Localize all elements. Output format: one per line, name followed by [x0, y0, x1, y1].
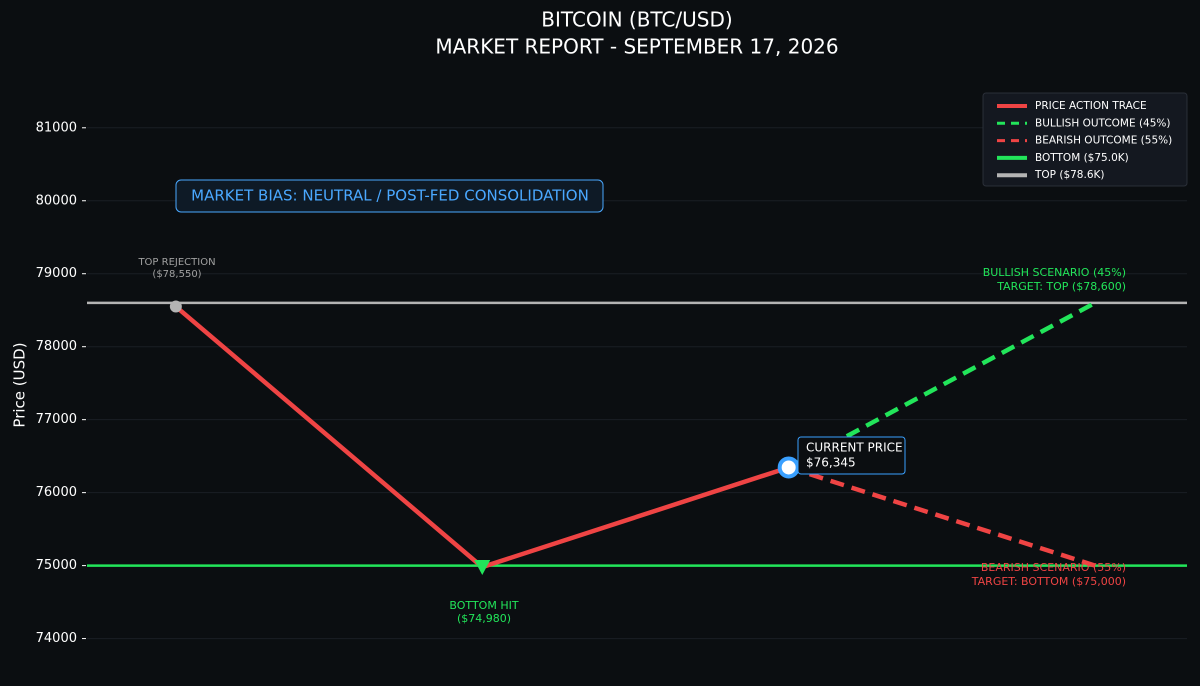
annotation: CURRENT PRICE: [806, 441, 903, 455]
annotation: MARKET BIAS: NEUTRAL / POST-FED CONSOLID…: [191, 187, 589, 205]
annotation-box: [797, 436, 906, 475]
y-tick-label: 78000: [36, 339, 77, 354]
legend-box: [982, 92, 1188, 187]
legend-label: TOP ($78.6K): [1034, 169, 1105, 181]
annotation: TARGET: BOTTOM ($75,000): [971, 575, 1126, 588]
annotation: BEARISH SCENARIO (55%): [981, 561, 1126, 574]
marker-bottom: [474, 560, 491, 576]
legend-label: PRICE ACTION TRACE: [1035, 100, 1147, 112]
annotation: ($74,980): [457, 612, 511, 625]
y-tick-label: 80000: [36, 193, 77, 208]
annotation: ($78,550): [152, 269, 201, 280]
annotation: TOP REJECTION: [137, 257, 215, 268]
y-tick-label: 76000: [36, 485, 77, 500]
series-line: [787, 465, 1096, 568]
y-tick-label: 77000: [36, 412, 77, 427]
y-tick-label: 74000: [36, 631, 77, 646]
annotation: BOTTOM HIT: [449, 599, 518, 612]
legend-label: BULLISH OUTCOME (45%): [1035, 117, 1171, 129]
y-tick-label: 79000: [36, 266, 77, 281]
legend-label: BEARISH OUTCOME (55%): [1035, 135, 1172, 147]
chart-subtitle: MARKET REPORT - SEPTEMBER 17, 2026: [435, 35, 838, 59]
y-tick-label: 75000: [36, 558, 77, 573]
marker-current: [777, 456, 800, 479]
chart-title: BITCOIN (BTC/USD): [541, 8, 732, 32]
y-tick-label: 81000: [36, 120, 77, 135]
annotation: $76,345: [806, 456, 856, 470]
annotation-box: [175, 179, 604, 213]
annotation: BULLISH SCENARIO (45%): [983, 266, 1126, 279]
marker-top: [169, 300, 182, 313]
legend-label: BOTTOM ($75.0K): [1035, 152, 1129, 164]
y-axis-label: Price (USD): [11, 342, 29, 427]
annotation: TARGET: TOP ($78,600): [996, 280, 1126, 293]
